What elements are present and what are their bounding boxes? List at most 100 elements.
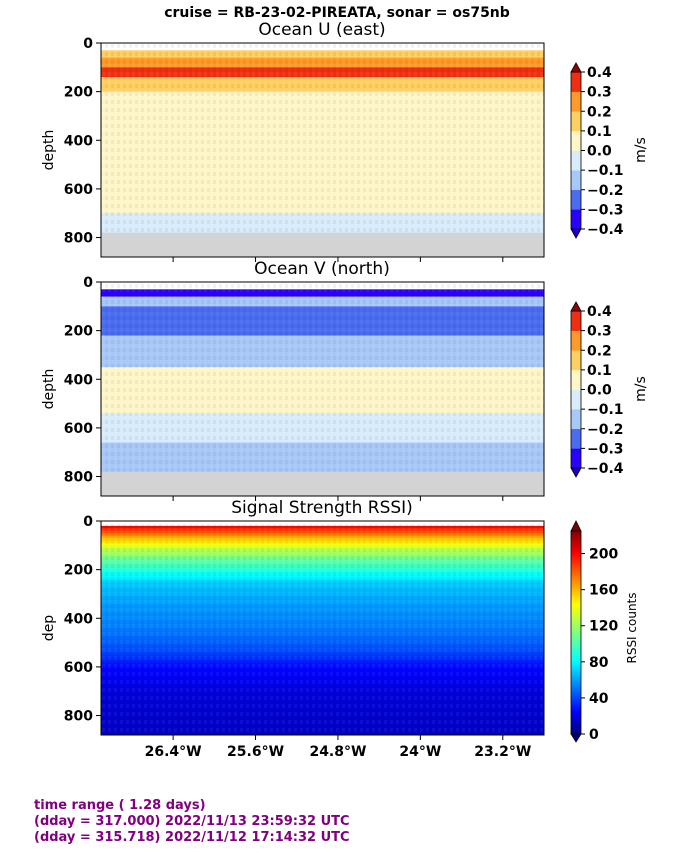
y-tick-label: 600 (64, 182, 93, 198)
y-tick-label: 600 (64, 421, 93, 437)
colorbar-swatch (571, 350, 581, 371)
y-tick-label: 400 (64, 133, 93, 149)
y-tick-label: 400 (64, 611, 93, 627)
colorbar-extend-max (570, 520, 582, 532)
colorbar-tick-label: 0.3 (587, 85, 612, 101)
panel-title-v: Ocean V (north) (254, 259, 390, 279)
colorbar-tick-label: −0.4 (587, 461, 624, 477)
colorbar-tick-label: 0 (589, 727, 599, 743)
y-axis-label-v: depth (41, 369, 57, 410)
colorbar-tick-label: 160 (589, 583, 618, 599)
colorbar-tick-label: 0.2 (587, 343, 612, 359)
y-tick-label: 800 (64, 470, 93, 486)
x-tick-label: 24.8°W (309, 744, 366, 760)
colorbar-tick-label: 0.4 (587, 65, 612, 81)
suptitle: cruise = RB-23-02-PIREATA, sonar = os75n… (164, 5, 510, 21)
colorbar-tick-label: −0.3 (587, 202, 624, 218)
y-tick-label: 0 (83, 514, 93, 530)
plot-frame-rssi (100, 520, 545, 736)
no-data-mask (101, 232, 544, 257)
panel-ocean-v: Ocean V (north) 0 200 400 600 800 depth −0.4… (41, 259, 649, 501)
colorbar-tick-label: −0.1 (587, 163, 624, 179)
y-tick-label: 200 (64, 563, 93, 579)
colorbar-tick-label: 0.4 (587, 304, 612, 320)
y-axis-v: 0 200 400 600 800 (64, 275, 504, 501)
plot-area-rssi (101, 521, 544, 736)
colorbar-tick-label: 200 (589, 547, 618, 563)
colorbar-tick-label: 0.1 (587, 363, 612, 379)
colorbar-tick-label: −0.2 (587, 422, 624, 438)
y-tick-label: 800 (64, 709, 93, 725)
time-range-footer: time range ( 1.28 days) (dday = 317.000)… (34, 798, 350, 846)
colorbar-tick-label: −0.2 (587, 183, 624, 199)
y-tick-label: 800 (64, 231, 93, 247)
colorbar-label-rssi: RSSI counts (625, 592, 639, 663)
colorbar-tick-label: 0.2 (587, 104, 612, 120)
x-tick-label: 25.6°W (227, 744, 284, 760)
footer-line-2: (dday = 317.000) 2022/11/13 23:59:32 UTC (34, 814, 350, 829)
y-tick-label: 600 (64, 660, 93, 676)
x-tick-label: 26.4°W (145, 744, 202, 760)
colorbar-tick-label: 0.0 (587, 144, 612, 160)
colorbar-tick-label: −0.3 (587, 441, 624, 457)
colorbar-label-v: m/s (633, 376, 649, 402)
plot-frame-u (100, 42, 545, 258)
colorbar-swatch (571, 209, 581, 230)
plot-area-u (101, 43, 544, 257)
colorbar-swatch (571, 311, 581, 331)
colorbar-extend-max (570, 301, 582, 312)
colorbar-frame (570, 530, 582, 735)
colorbar-swatch (571, 91, 581, 112)
y-tick-label: 200 (64, 85, 93, 101)
colorbar-extend-min (570, 467, 582, 478)
colorbar-swatch (571, 189, 581, 210)
y-tick-label: 200 (64, 324, 93, 340)
colorbar-gradient (571, 531, 581, 734)
colorbar-extend-min (570, 733, 582, 743)
x-tick-label: 23.2°W (474, 744, 531, 760)
panel-title-rssi: Signal Strength RSSI) (231, 498, 413, 518)
colorbar-v: −0.4 −0.3 −0.2 −0.1 0.0 0.1 0.2 0.3 0.4 (570, 301, 624, 478)
colorbar-swatch (571, 428, 581, 449)
colorbar-label-u: m/s (633, 137, 649, 163)
texture-overlay (101, 43, 544, 257)
panel-ocean-u: Ocean U (east) 0 200 400 600 800 depth −0.4 −… (41, 20, 649, 262)
colorbar-tick-label: 120 (589, 619, 618, 635)
colorbar-swatch (571, 369, 581, 390)
x-tick-label: 24°W (399, 744, 441, 760)
colorbar-tick-label: 40 (589, 691, 609, 707)
y-axis-label-rssi: dep (41, 615, 57, 642)
footer-line-3: (dday = 315.718) 2022/11/12 17:14:32 UTC (34, 830, 350, 845)
x-axis-rssi: 26.4°W 25.6°W 24.8°W 24°W 23.2°W (145, 735, 531, 760)
y-tick-label: 400 (64, 372, 93, 388)
colorbar-tick-label: 80 (589, 655, 609, 671)
colorbar-tick-label: −0.4 (587, 222, 624, 238)
colorbar-u: −0.4 −0.3 −0.2 −0.1 0.0 0.1 0.2 0.3 0.4 (570, 62, 624, 239)
y-axis-rssi: 0 200 400 600 800 (64, 514, 101, 725)
colorbar-swatch (571, 170, 581, 191)
texture-overlay (101, 282, 544, 496)
texture-overlay (101, 521, 544, 735)
colorbar-swatch (571, 448, 581, 469)
footer-line-1: time range ( 1.28 days) (34, 798, 206, 813)
colorbar-tick-label: −0.1 (587, 402, 624, 418)
colorbar-extend-max (570, 62, 582, 73)
y-axis-u: 0 200 400 600 800 (64, 36, 504, 262)
panel-title-u: Ocean U (east) (258, 20, 385, 40)
colorbar-swatch (571, 330, 581, 351)
colorbar-tick-label: 0.3 (587, 324, 612, 340)
y-tick-label: 0 (83, 36, 93, 52)
no-data-mask (101, 471, 544, 496)
colorbar-swatch (571, 72, 581, 92)
colorbar-swatch (571, 150, 581, 171)
colorbar-swatch (571, 409, 581, 430)
colorbar-tick-label: 0.0 (587, 383, 612, 399)
plot-area-v (101, 282, 544, 496)
y-axis-label-u: depth (41, 130, 57, 171)
colorbar-swatch (571, 111, 581, 132)
colorbar-swatch (571, 389, 581, 410)
colorbar-rssi: 0 40 80 120 160 200 (570, 520, 618, 743)
plot-frame-v (100, 281, 545, 497)
